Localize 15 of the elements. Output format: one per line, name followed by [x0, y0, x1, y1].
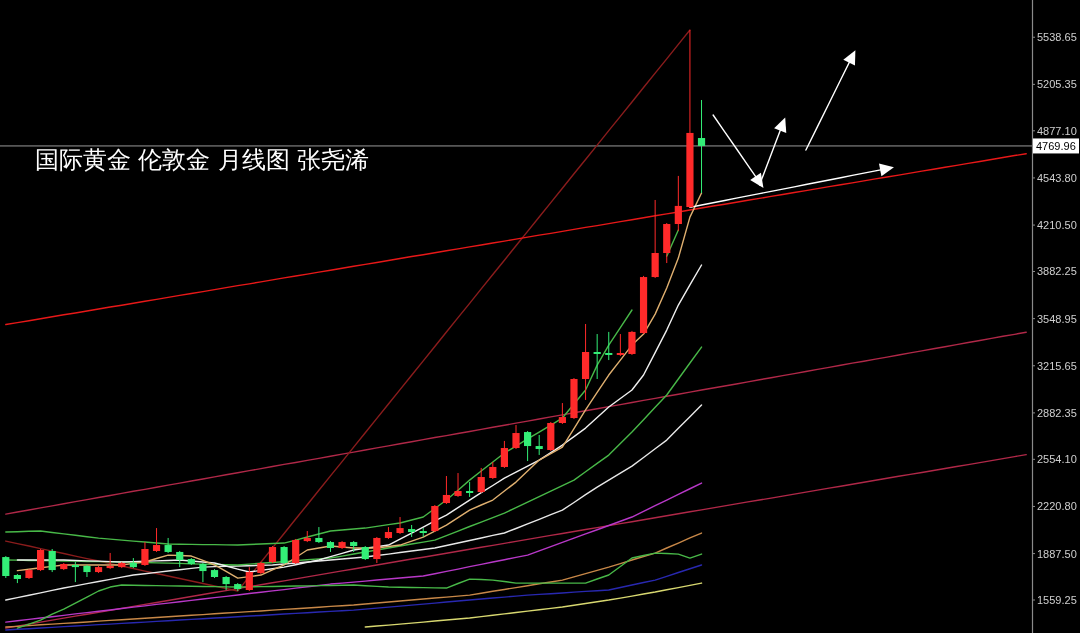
y-tick-label: 5538.65 — [1037, 31, 1077, 44]
y-tick-label: 4877.10 — [1037, 124, 1077, 137]
y-tick-label: 3215.65 — [1037, 359, 1077, 372]
y-tick-label: 1887.50 — [1037, 547, 1077, 560]
y-tick-label: 4210.50 — [1037, 219, 1077, 232]
title: 国际黄金 伦敦金 月线图 张尧浠 — [35, 146, 370, 174]
y-tick-label: 4543.80 — [1037, 171, 1077, 184]
y-tick-label: 3882.25 — [1037, 265, 1077, 278]
ref-line-label: 4769.96 — [1033, 138, 1079, 154]
y-tick-label: 3548.95 — [1037, 312, 1077, 325]
y-tick-label: 2554.10 — [1037, 453, 1077, 466]
y-tick-label: 2882.35 — [1037, 406, 1077, 419]
y-tick-label: 1559.25 — [1037, 594, 1077, 606]
y-tick-label: 2220.80 — [1037, 500, 1077, 513]
y-tick-label: 5205.35 — [1037, 78, 1077, 91]
